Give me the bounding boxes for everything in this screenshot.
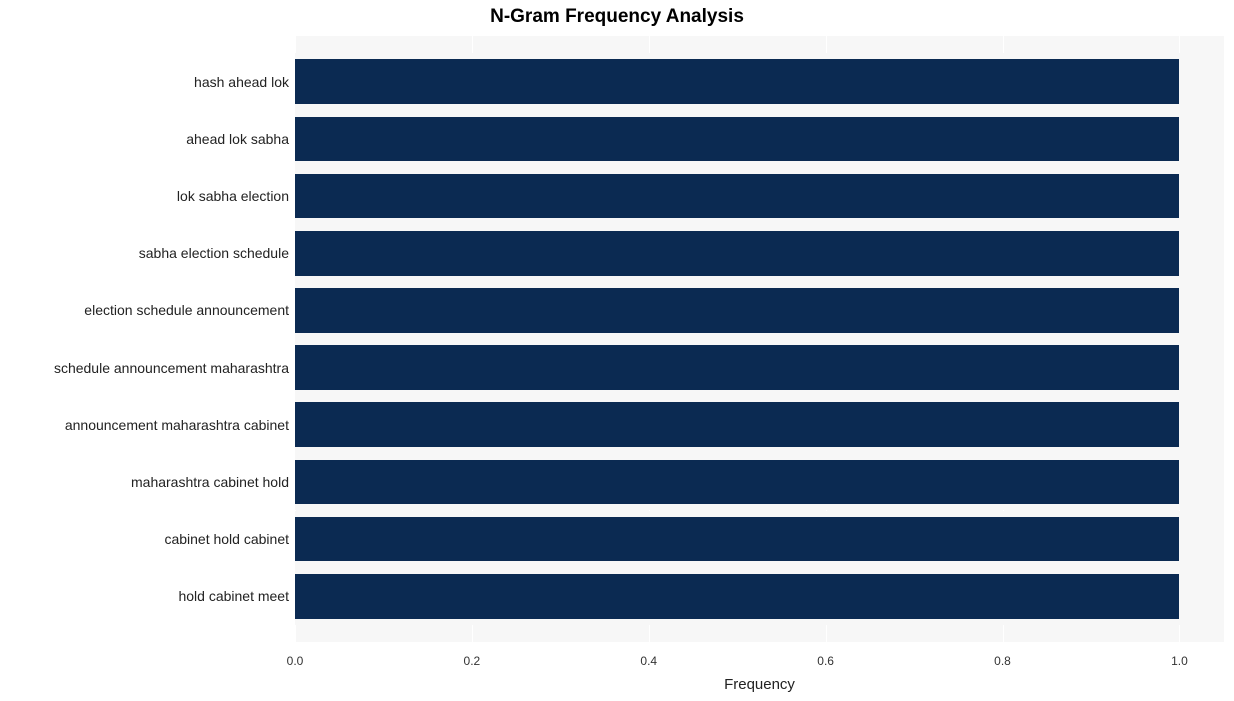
- x-tick-label: 0.6: [817, 654, 834, 668]
- chart-title: N-Gram Frequency Analysis: [0, 6, 1234, 28]
- y-tick-label: sabha election schedule: [0, 245, 289, 261]
- bar: [295, 231, 1179, 276]
- y-tick-label: hash ahead lok: [0, 74, 289, 90]
- bar: [295, 460, 1179, 505]
- x-axis-label: Frequency: [724, 676, 795, 693]
- x-tick-label: 1.0: [1171, 654, 1188, 668]
- y-tick-label: cabinet hold cabinet: [0, 531, 289, 547]
- x-tick-label: 0.8: [994, 654, 1011, 668]
- bar: [295, 288, 1179, 333]
- bar: [295, 574, 1179, 619]
- bar: [295, 59, 1179, 104]
- bar: [295, 517, 1179, 562]
- plot-area: [295, 36, 1224, 642]
- x-tick-label: 0.0: [287, 654, 304, 668]
- bar: [295, 117, 1179, 162]
- y-tick-label: maharashtra cabinet hold: [0, 474, 289, 490]
- x-tick-label: 0.4: [640, 654, 657, 668]
- ngram-chart: N-Gram Frequency Analysis hash ahead lok…: [0, 0, 1234, 701]
- bar: [295, 402, 1179, 447]
- y-tick-label: ahead lok sabha: [0, 131, 289, 147]
- y-tick-label: hold cabinet meet: [0, 588, 289, 604]
- y-tick-label: announcement maharashtra cabinet: [0, 417, 289, 433]
- y-tick-label: schedule announcement maharashtra: [0, 360, 289, 376]
- y-tick-label: election schedule announcement: [0, 302, 289, 318]
- bar: [295, 345, 1179, 390]
- x-tick-label: 0.2: [464, 654, 481, 668]
- y-tick-label: lok sabha election: [0, 188, 289, 204]
- bar: [295, 174, 1179, 219]
